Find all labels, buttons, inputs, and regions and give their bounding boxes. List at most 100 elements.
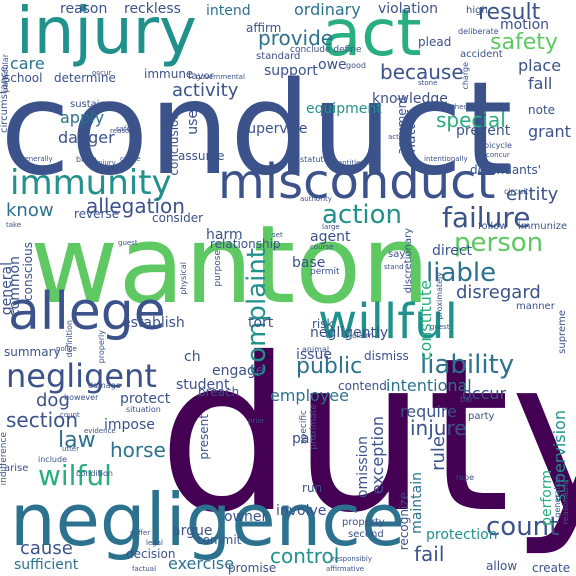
word-control: control [270,544,340,568]
word-occur: occur [462,384,507,403]
word-cite: cite [207,120,221,143]
word-action: action [322,200,403,230]
word-allow: allow [486,559,518,573]
word-grant: grant [528,122,571,141]
word-provide: provide [258,26,334,50]
word-police: police [56,345,77,353]
word-require: require [400,402,457,421]
word-purpose: purpose [213,250,223,287]
word-take: take [6,221,22,229]
word-sufficient: sufficient [14,557,79,573]
word-create: create [532,561,571,575]
word-present: present [197,414,211,460]
word-act: act [322,0,422,71]
word-result: result [478,0,541,25]
word-assume: assume [178,149,225,163]
word-favor: favor [188,71,214,82]
word-negligently: negligently [310,325,389,341]
word-dismiss: dismiss [364,349,409,363]
word-find: find [160,119,174,127]
word-large: large [322,223,340,231]
word-generally: generally [20,155,53,163]
word-plead: plead [418,35,452,49]
word-immune: immune [144,67,194,81]
word-injury: injury [16,0,197,69]
word-constitute: constitute [416,280,435,361]
word-animal: animal [302,345,330,354]
word-second: second [348,529,384,540]
word-section: section [6,408,79,432]
word-argument: argument [395,96,409,155]
word-arise: arise [4,463,29,474]
word-par: par [292,431,316,447]
word-count-small: count [60,411,80,419]
word-however: however [64,393,99,402]
word-complaint: complaint [242,248,272,378]
word-decision: decision [126,547,176,561]
word-charge: charge [461,62,470,90]
word-involve: involve [276,503,327,519]
word-course: course [310,243,334,251]
word-guest-small: guest [430,323,450,331]
word-school: school [4,71,43,85]
word-contend: contend [338,379,387,393]
word-employee: employee [270,386,349,405]
word-responsibly: responsibly [332,555,372,563]
word-party: party [468,411,495,422]
word-omission: omission [355,436,371,499]
word-good: good [346,61,366,70]
word-prior: prior [248,417,265,425]
word-physical: physical [179,262,188,295]
word-violation: violation [378,1,439,17]
word-maintain: maintain [409,472,425,534]
word-affirmative: affirmative [326,565,365,573]
word-equipment: equipment [306,101,382,117]
word-determine: determine [54,71,116,85]
word-liable: liable [426,258,497,288]
word-summary: summary [4,345,61,359]
word-discretionary: discretionary [403,228,414,294]
word-failure: failure [442,201,531,234]
word-use: use [185,110,201,135]
word-manner: manner [516,301,555,312]
word-properly: properly [97,330,106,364]
word-exception: exception [368,416,387,495]
word-willful: willful [318,294,458,350]
word-person: person [454,228,544,258]
word-cause: cause [20,538,73,559]
word-prevent: prevent [456,123,511,139]
word-entity: entity [506,184,559,205]
word-danger: danger [58,128,115,147]
word-include: include [38,455,67,464]
word-recognize: recognize [397,492,411,551]
word-impose: impose [104,417,155,433]
word-reason-small: reason [110,127,134,135]
word-bring: bring [76,155,97,164]
word-bar: bar [460,395,474,404]
word-utter: utter [62,445,80,453]
word-motion: motion [500,17,550,33]
word-say: say [388,249,406,260]
word-protection: protection [426,527,498,543]
word-indifference: indifference [0,432,9,486]
word-apply: apply [60,108,105,127]
word-supervise: supervise [240,121,308,137]
word-student: student [176,377,230,393]
word-owe: owe [318,57,347,73]
word-actual: actual [388,133,410,141]
word-statute: statute [300,155,329,164]
word-misconduct: misconduct [218,154,496,210]
word-engage: engage [212,363,265,379]
word-wanton: wanton [30,203,430,328]
word-supreme: supreme [557,310,568,354]
word-safety: safety [490,30,558,55]
word-rule: rule [428,436,449,471]
word-establish: establish [122,315,185,331]
word-reason: reason [60,1,108,17]
word-permit: permit [310,267,340,277]
word-theory: theory [452,103,475,111]
word-dog: dog [36,390,70,411]
word-breach: breach [198,385,240,399]
word-law: law [58,428,96,453]
